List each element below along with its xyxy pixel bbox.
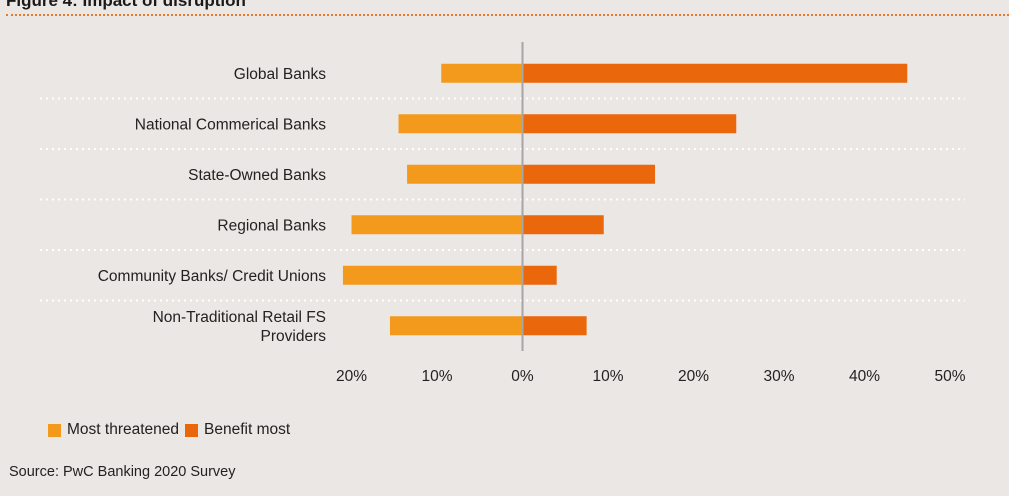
bar-chart: Global Banks National Commerical Banks Sta… bbox=[40, 42, 966, 385]
bar-benefit-most bbox=[522, 164, 656, 184]
category-label: Regional Banks bbox=[217, 217, 326, 234]
bar-benefit-most bbox=[522, 316, 587, 336]
x-tick-label: 50% bbox=[934, 368, 965, 385]
legend-label-benefit-most: Benefit most bbox=[204, 421, 291, 438]
bar-benefit-most bbox=[522, 215, 604, 235]
chart-title: Figure 4: Impact of disruption bbox=[6, 0, 246, 10]
legend-swatch-benefit-most bbox=[185, 423, 199, 437]
bar-most-threatened bbox=[389, 316, 523, 336]
bar-most-threatened bbox=[342, 265, 523, 285]
bar-most-threatened bbox=[407, 164, 523, 184]
x-tick-label: 20% bbox=[678, 368, 709, 385]
category-labels: Global Banks National Commerical Banks Sta… bbox=[98, 66, 327, 345]
legend: Most threatened Benefit most bbox=[48, 420, 296, 440]
category-label: Global Banks bbox=[234, 66, 326, 83]
x-tick-label: 10% bbox=[592, 368, 623, 385]
bar-most-threatened bbox=[398, 114, 523, 134]
source-note: Source: PwC Banking 2020 Survey bbox=[9, 464, 236, 480]
x-tick-label: 0% bbox=[511, 368, 534, 385]
legend-swatch-most-threatened bbox=[48, 423, 61, 437]
bar-benefit-most bbox=[522, 63, 908, 83]
x-tick-label: 10% bbox=[421, 368, 452, 385]
x-tick-labels: 20% 10% 0% 10% 20% 30% 40% 50% bbox=[336, 368, 966, 385]
x-tick-label: 30% bbox=[763, 368, 794, 385]
title-rule bbox=[6, 14, 1009, 16]
row-separators bbox=[40, 97, 965, 302]
legend-item-most-threatened: Most threatened bbox=[48, 421, 179, 439]
bar-benefit-most bbox=[522, 114, 737, 134]
category-label: Non-Traditional Retail FS Providers bbox=[153, 309, 327, 345]
legend-label-most-threatened: Most threatened bbox=[67, 421, 180, 438]
category-label: State-Owned Banks bbox=[188, 167, 326, 184]
bars bbox=[342, 63, 908, 336]
x-tick-label: 20% bbox=[336, 368, 367, 385]
category-label: National Commerical Banks bbox=[135, 116, 326, 133]
bar-most-threatened bbox=[441, 63, 523, 83]
bar-benefit-most bbox=[522, 265, 557, 285]
bar-most-threatened bbox=[351, 215, 523, 235]
x-tick-label: 40% bbox=[849, 368, 880, 385]
category-label: Community Banks/ Credit Unions bbox=[98, 268, 327, 285]
legend-item-benefit-most: Benefit most bbox=[185, 421, 290, 439]
